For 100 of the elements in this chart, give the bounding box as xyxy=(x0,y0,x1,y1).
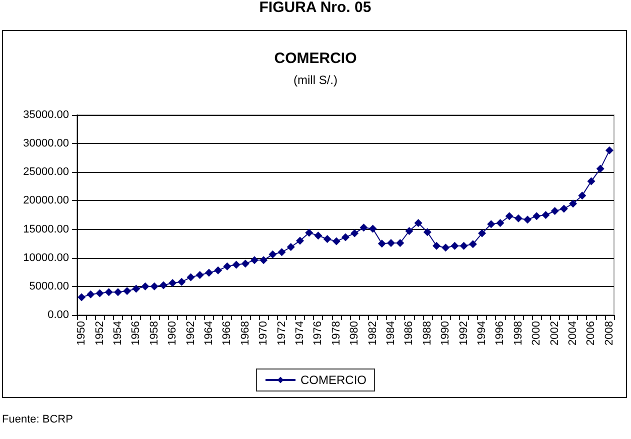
y-tick-label: 30000.00 xyxy=(23,138,69,150)
x-tick-label: 1954 xyxy=(112,321,124,346)
point xyxy=(360,224,368,232)
point xyxy=(414,219,422,227)
x-tick-label: 2006 xyxy=(585,321,598,346)
x-tick-label: 2004 xyxy=(567,321,580,346)
point xyxy=(223,262,232,270)
text: FIGURA Nro. 05 xyxy=(259,0,372,16)
point xyxy=(204,268,213,277)
point xyxy=(168,279,177,287)
point xyxy=(396,239,404,247)
point xyxy=(387,239,396,247)
point xyxy=(605,146,614,154)
x-tick-label: 1980 xyxy=(348,321,361,346)
point xyxy=(159,281,168,290)
point xyxy=(241,260,250,268)
source-note: Fuente: BCRP xyxy=(2,414,73,426)
point xyxy=(587,177,596,186)
x-tick-label: 1988 xyxy=(421,321,434,346)
x-tick-label: 1986 xyxy=(403,321,416,346)
x-tick-label: 1964 xyxy=(202,321,215,346)
point xyxy=(196,271,204,279)
point xyxy=(178,278,186,286)
point xyxy=(532,212,541,220)
y-tick-label: 15000.00 xyxy=(23,223,69,236)
point xyxy=(578,192,586,200)
point xyxy=(487,220,496,228)
chart-title: COMERCIO xyxy=(274,50,358,67)
point xyxy=(286,243,295,251)
point xyxy=(350,229,359,238)
x-tick-label: 1994 xyxy=(476,321,488,346)
point xyxy=(569,200,578,208)
x-tick-label: 1996 xyxy=(494,321,506,346)
point xyxy=(214,266,222,274)
point xyxy=(332,237,340,246)
x-tick-label: 1982 xyxy=(366,321,379,346)
point xyxy=(468,240,477,248)
point xyxy=(114,288,122,296)
x-tick-label: 1998 xyxy=(512,321,524,346)
point xyxy=(478,229,486,238)
point xyxy=(296,236,304,245)
point xyxy=(104,288,113,296)
x-tick-label: 2000 xyxy=(530,321,543,346)
point xyxy=(342,233,350,242)
point xyxy=(378,240,386,248)
y-tick-label: 20000.00 xyxy=(23,194,69,207)
legend-label: COMERCIO xyxy=(300,373,366,387)
point xyxy=(450,242,459,250)
point xyxy=(314,232,322,240)
x-tick-label: 1992 xyxy=(458,321,470,346)
point xyxy=(560,204,568,213)
y-tick-label: 10000.00 xyxy=(23,252,69,264)
point xyxy=(278,248,286,256)
x-tick-label: 1950 xyxy=(76,321,88,346)
point xyxy=(123,287,132,295)
point xyxy=(186,273,195,282)
point xyxy=(323,235,332,243)
x-tick-label: 2002 xyxy=(548,321,561,346)
point xyxy=(96,289,104,298)
point xyxy=(432,242,441,250)
x-tick-label: 1990 xyxy=(440,321,452,346)
y-tick-label: 5000.00 xyxy=(29,280,69,292)
point xyxy=(368,224,377,233)
point xyxy=(305,228,314,237)
point xyxy=(524,216,532,224)
x-tick-label: 1970 xyxy=(258,321,270,346)
point xyxy=(141,282,150,290)
point xyxy=(505,212,514,220)
point xyxy=(442,244,450,252)
x-tick-label: 1978 xyxy=(330,321,342,346)
point xyxy=(423,228,432,236)
point xyxy=(542,211,550,219)
point xyxy=(232,260,240,269)
x-tick-label: 1984 xyxy=(385,321,398,346)
point xyxy=(514,214,522,222)
x-tick-label: 1952 xyxy=(94,321,106,346)
point xyxy=(268,250,277,258)
x-tick-label: 1960 xyxy=(166,321,179,346)
x-tick-label: 1976 xyxy=(312,321,324,346)
y-tick-label: 35000.00 xyxy=(23,109,69,121)
x-tick-label: 1958 xyxy=(148,321,160,346)
point xyxy=(260,256,268,264)
point xyxy=(460,242,468,250)
point xyxy=(78,293,86,302)
point xyxy=(405,227,414,235)
x-tick-label: 1974 xyxy=(294,321,306,346)
x-tick-label: 1972 xyxy=(276,321,288,346)
point xyxy=(250,256,258,264)
chart-subtitle: (mill S/.) xyxy=(294,73,338,87)
y-tick-label: 0.00 xyxy=(48,309,69,321)
x-tick-label: 2008 xyxy=(603,321,616,346)
point xyxy=(550,207,559,215)
point xyxy=(496,219,504,227)
point xyxy=(132,284,140,293)
x-tick-label: 1956 xyxy=(130,321,142,346)
point xyxy=(150,282,158,290)
y-tick-label: 25000.00 xyxy=(23,166,69,178)
point xyxy=(596,164,604,173)
x-tick-label: 1968 xyxy=(239,321,252,346)
x-tick-label: 1966 xyxy=(221,321,234,346)
